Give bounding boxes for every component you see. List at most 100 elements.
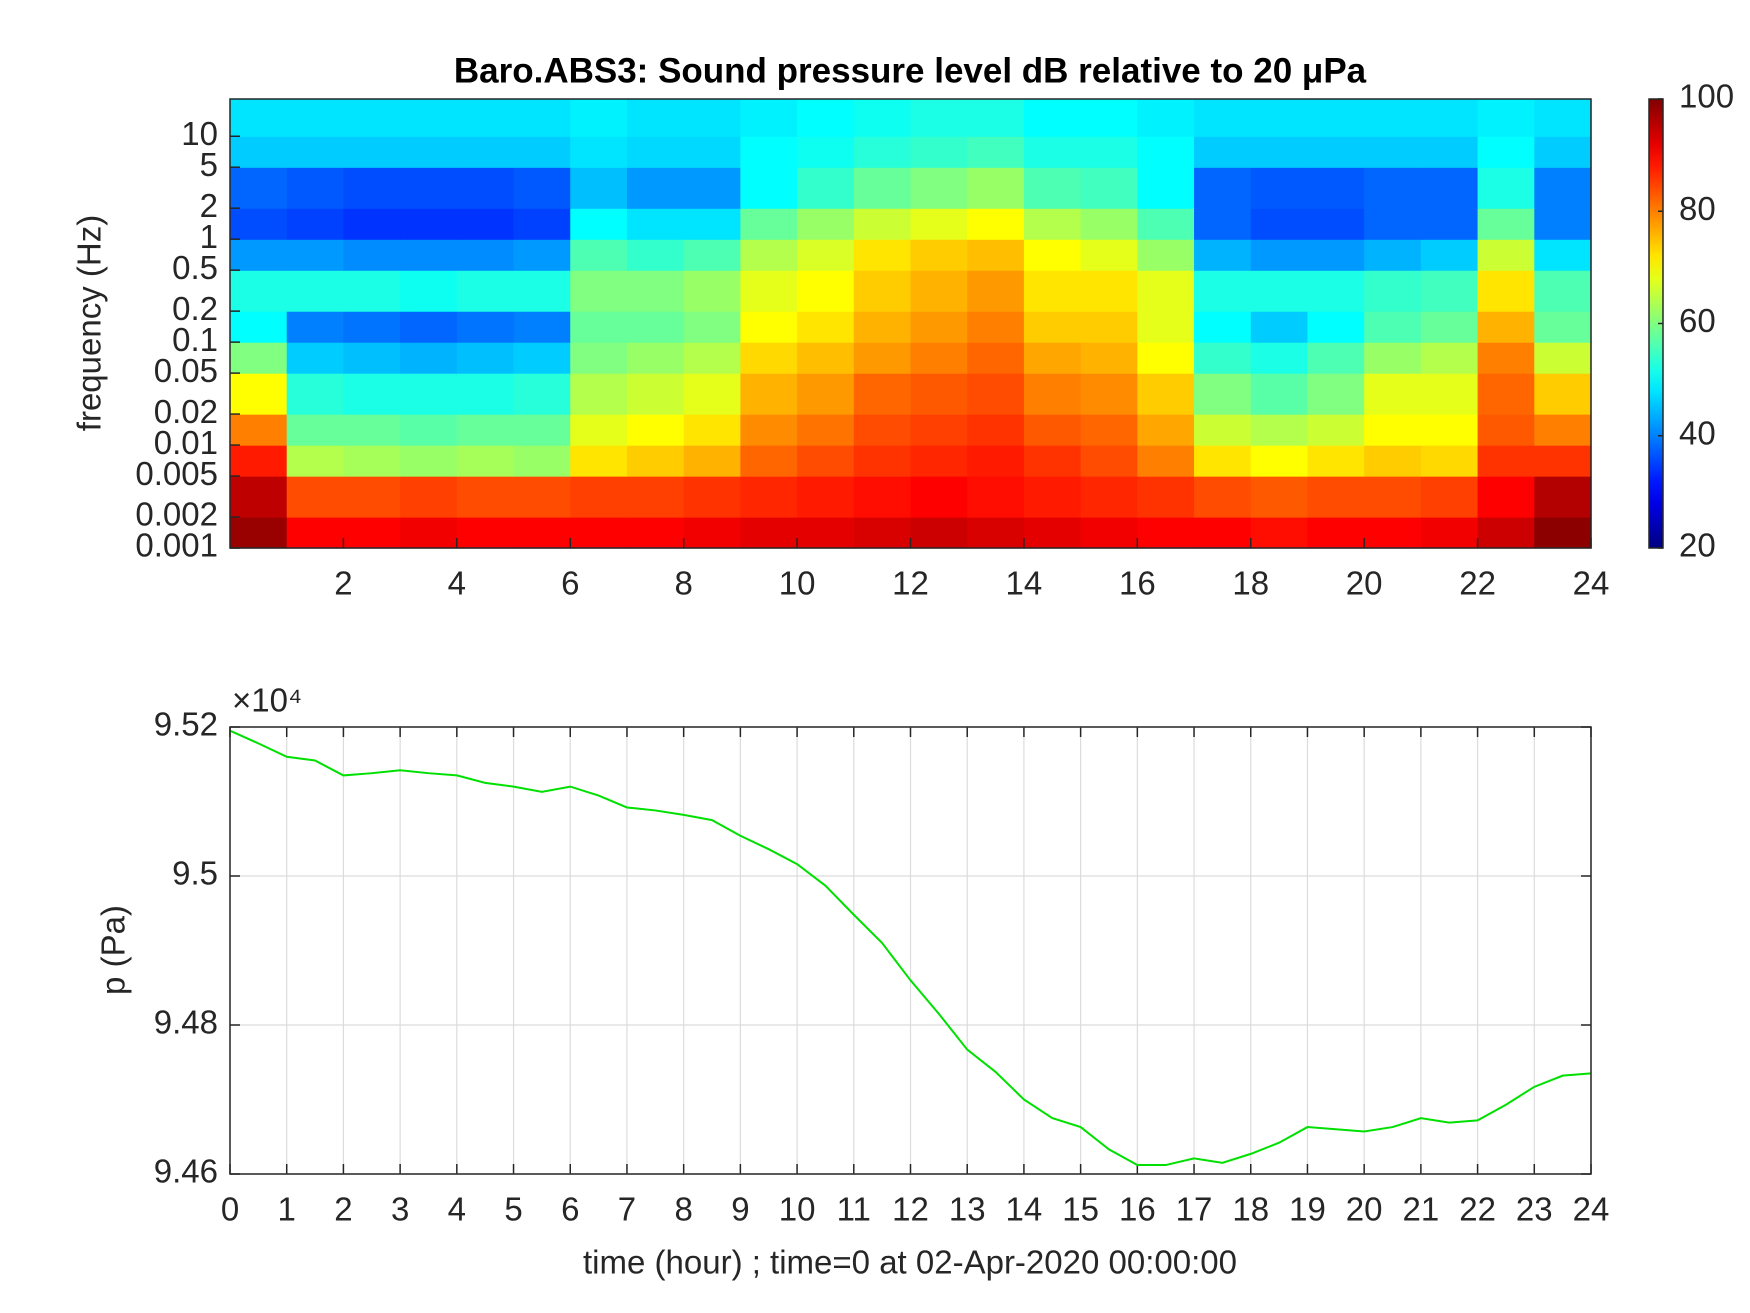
heat-cell [683,136,741,168]
heat-cell [1477,342,1535,374]
heat-cell [1194,445,1252,477]
x-tick-label: 8 [674,1191,692,1228]
heat-cell [400,167,458,209]
heat-cell [1477,311,1535,343]
heat-cell [230,239,288,271]
heat-cell [1194,311,1252,343]
heat-cell [456,517,515,549]
x-tick-label: 4 [448,565,466,602]
y-tick-label: 0.2 [172,290,218,327]
heat-cell [570,208,628,240]
heat-cell [683,167,741,209]
heat-cell [683,239,741,271]
heat-cell [1250,373,1309,415]
heat-cell [1023,342,1082,374]
heat-cell [853,414,912,446]
heat-cell [910,270,968,312]
heat-cell [967,476,1025,518]
x-tick-label: 4 [448,1191,466,1228]
x-tick-label: 2 [334,565,352,602]
heat-cell [400,136,458,168]
heat-cell [1137,208,1195,240]
x-tick-label: 6 [561,565,579,602]
heat-cell [1137,239,1195,271]
heat-cell [797,99,855,137]
heat-cell [626,445,685,477]
y-tick-label: 10 [181,115,218,152]
heat-cell [1194,99,1252,137]
heat-cell [1023,373,1082,415]
x-tick-label: 0 [221,1191,239,1228]
heat-cell [1534,239,1592,271]
heat-cell [626,311,685,343]
heat-cell [683,414,741,446]
heat-cell [1420,99,1479,137]
heat-cell [1137,99,1195,137]
heat-cell [513,311,571,343]
heat-cell [797,342,855,374]
heat-cell [513,476,571,518]
heat-cell [1137,136,1195,168]
heat-cell [456,167,515,209]
heat-cell [1477,414,1535,446]
heat-cell [1307,476,1365,518]
heat-cell [1137,414,1195,446]
heat-cell [570,136,628,168]
heat-cell [456,311,515,343]
heat-cell [1477,517,1535,549]
heat-cell [1194,136,1252,168]
heat-cell [1137,476,1195,518]
heat-cell [683,476,741,518]
heat-cell [910,476,968,518]
heat-cell [230,208,288,240]
heat-cell [230,445,288,477]
x-tick-label: 18 [1232,1191,1269,1228]
heat-cell [286,517,345,549]
heat-cell [400,445,458,477]
heat-cell [1477,476,1535,518]
heat-cell [1420,136,1479,168]
heat-cell [570,373,628,415]
y-axis-label: frequency (Hz) [71,215,108,431]
heat-cell [626,342,685,374]
heat-cell [343,136,401,168]
heat-cell [797,517,855,549]
heat-cell [626,476,685,518]
heat-cell [853,342,912,374]
heat-cell [400,208,458,240]
y-tick-label: 2 [200,187,218,224]
heat-cell [343,99,401,137]
heat-cell [967,373,1025,415]
heat-cell [853,311,912,343]
heat-cell [343,208,401,240]
heat-cell [1307,167,1365,209]
colorbar-tick-label: 40 [1679,414,1716,451]
heat-cell [1137,311,1195,343]
axes-box [229,726,1592,1175]
heat-cell [1420,342,1479,374]
heat-cell [683,342,741,374]
heat-cell [1080,414,1138,446]
heat-cell [797,270,855,312]
heat-cell [1250,136,1309,168]
heat-cell [1364,270,1422,312]
heat-cell [740,342,798,374]
x-tick-label: 13 [949,1191,986,1228]
heat-cell [740,311,798,343]
heat-cell [1477,136,1535,168]
heat-cell [1194,239,1252,271]
heat-cell [910,373,968,415]
heat-cell [1194,414,1252,446]
y-tick-label: 0.002 [135,496,218,533]
heat-cell [343,167,401,209]
heat-cell [230,373,288,415]
heat-cell [1023,445,1082,477]
y-tick-label: 9.48 [154,1004,218,1041]
x-tick-label: 24 [1573,565,1610,602]
heat-cell [230,167,288,209]
x-tick-label: 3 [391,1191,409,1228]
heat-cell [626,414,685,446]
heat-cell [1250,270,1309,312]
y-tick-label: 1 [200,218,218,255]
